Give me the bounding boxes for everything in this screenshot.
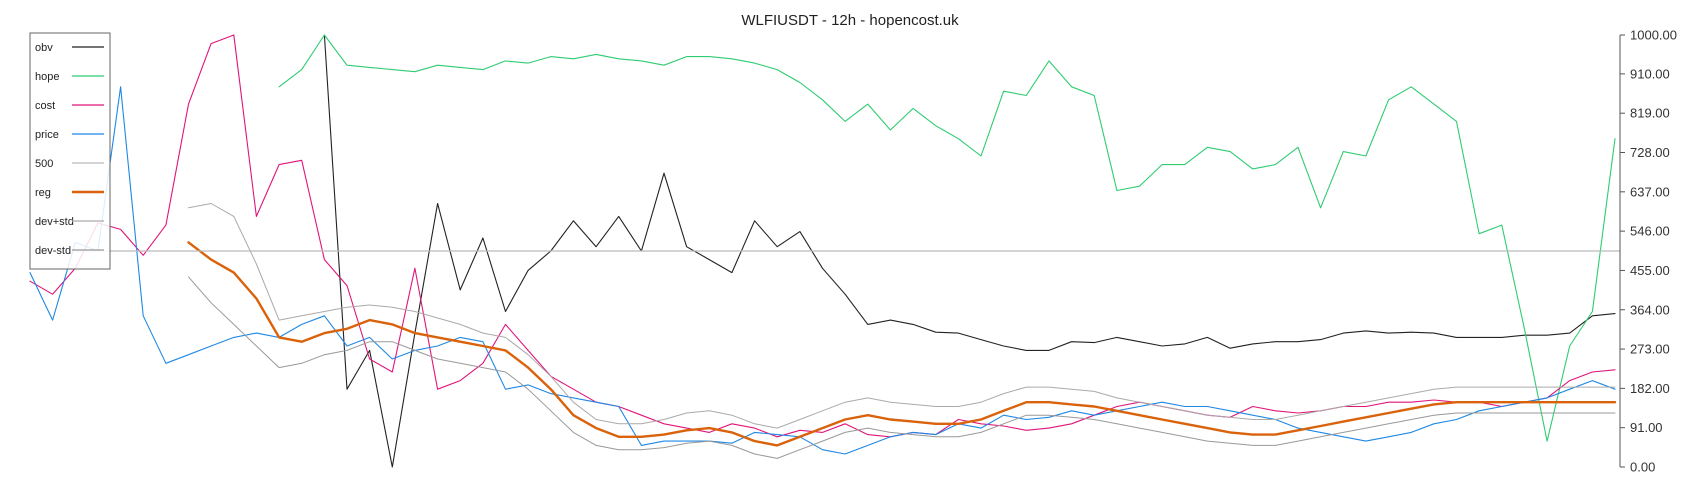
y-tick-label: 1000.00 [1630, 28, 1677, 43]
series-layer [29, 34, 1617, 468]
legend-label-obv: obv [35, 42, 53, 54]
y-tick-label: 91.00 [1630, 420, 1663, 435]
y-tick-label: 546.00 [1630, 224, 1670, 239]
y-axis: 1000.00 910.00 819.00 728.00 637.00 546.00 455… [1619, 28, 1677, 475]
series-line-dev-std [188, 203, 1616, 429]
legend: obv hope cost price 500 reg dev+std dev-std [29, 32, 111, 270]
series-line-cost [29, 34, 1616, 438]
series-line-dev-std [188, 276, 1616, 459]
chart-title: WLFIUSDT - 12h - hopencost.uk [741, 12, 959, 29]
y-tick-label: 273.00 [1630, 342, 1670, 357]
series-line-price [29, 86, 1616, 455]
y-tick-label: 910.00 [1630, 66, 1670, 81]
legend-label-hope: hope [35, 71, 59, 83]
y-tick-label: 819.00 [1630, 106, 1670, 121]
legend-label-reg: reg [35, 187, 51, 199]
y-tick-label: 455.00 [1630, 263, 1670, 278]
legend-label-500: 500 [35, 158, 53, 170]
series-line-hope [278, 34, 1616, 442]
y-tick-label: 637.00 [1630, 184, 1670, 199]
y-tick-label: 182.00 [1630, 381, 1670, 396]
legend-label-cost: cost [35, 100, 55, 112]
legend-label-dev-std: dev-std [35, 245, 71, 257]
legend-label-price: price [35, 129, 59, 141]
series-line-reg [187, 241, 1617, 447]
y-tick-label: 0.00 [1630, 460, 1655, 475]
y-tick-label: 364.00 [1630, 302, 1670, 317]
y-tick-label: 728.00 [1630, 145, 1670, 160]
series-line-obv [323, 34, 1616, 468]
legend-label-dev-std: dev+std [35, 216, 74, 228]
legend-box [29, 32, 111, 270]
